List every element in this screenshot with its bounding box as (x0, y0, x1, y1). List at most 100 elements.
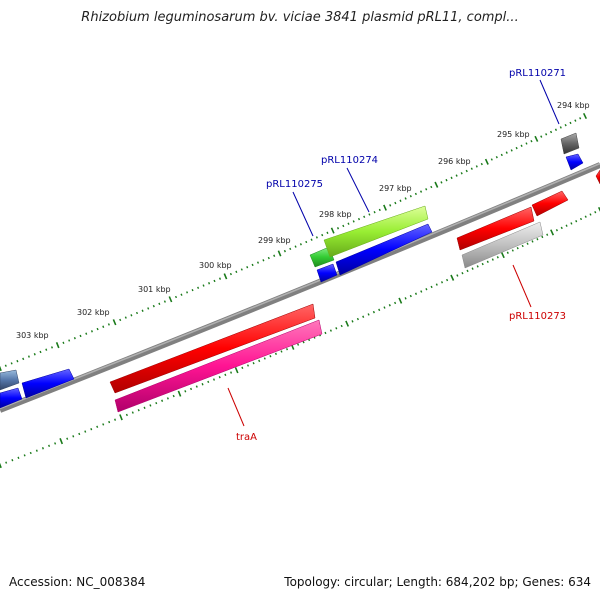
minor-tick (79, 334, 82, 338)
gene-feature[interactable] (21, 368, 75, 399)
tick-label: 297 kbp (379, 184, 412, 193)
map-title: Rhizobium leguminosarum bv. viciae 3841 … (81, 10, 519, 25)
minor-tick (414, 292, 418, 295)
minor-tick (351, 320, 354, 323)
minor-tick (124, 316, 127, 319)
minor-tick (207, 380, 210, 384)
minor-tick (335, 327, 338, 330)
tick-label: 295 kbp (497, 130, 530, 139)
minor-tick (102, 325, 105, 328)
minor-tick (305, 240, 308, 244)
major-tick (223, 273, 228, 280)
minor-tick (531, 240, 534, 243)
minor-tick (419, 190, 423, 193)
minor-tick (363, 215, 366, 218)
gene-feature[interactable] (316, 263, 338, 283)
minor-tick (72, 435, 75, 438)
gene-label-pRL110275[interactable]: pRL110275 (266, 179, 323, 190)
minor-tick (440, 181, 443, 184)
gene-pRL110273-feature[interactable] (461, 221, 544, 269)
minor-tick (564, 123, 567, 127)
minor-tick (470, 167, 473, 170)
minor-tick (137, 409, 140, 412)
minor-tick (496, 256, 499, 259)
gene-pRL110271-feature[interactable] (560, 132, 580, 155)
minor-tick (152, 304, 155, 308)
minor-tick (23, 454, 26, 457)
leader-line (346, 167, 370, 213)
minor-tick (505, 151, 508, 154)
gene-feature[interactable] (565, 153, 584, 171)
minor-tick (530, 139, 533, 143)
minor-tick (356, 317, 359, 321)
major-tick (345, 320, 350, 327)
minor-tick (262, 259, 265, 262)
minor-tick (565, 224, 568, 227)
gene-feature[interactable] (456, 206, 535, 251)
minor-tick (515, 146, 518, 150)
leader-line (539, 79, 560, 125)
minor-tick (246, 364, 250, 367)
gene-feature[interactable] (595, 169, 600, 185)
minor-tick (289, 247, 292, 251)
minor-tick (29, 451, 32, 455)
minor-tick (546, 233, 549, 236)
minor-tick (163, 300, 166, 303)
minor-tick (256, 261, 260, 264)
minor-tick (195, 385, 198, 388)
minor-tick (480, 162, 483, 166)
minor-tick (161, 399, 164, 402)
minor-tick (342, 224, 345, 228)
major-tick (500, 251, 505, 259)
minor-tick (35, 449, 38, 452)
gene-feature[interactable] (531, 190, 569, 217)
minor-tick (414, 192, 417, 196)
minor-tick (285, 348, 289, 351)
gene-label-pRL110271[interactable]: pRL110271 (509, 68, 566, 79)
minor-tick (130, 314, 133, 317)
minor-tick (383, 306, 386, 309)
tick-label: 302 kbp (77, 308, 110, 317)
minor-tick (252, 362, 255, 365)
minor-tick (584, 215, 587, 218)
major-tick (450, 274, 455, 281)
plasmid-backbone-highlight (0, 162, 600, 410)
gene-feature[interactable] (0, 387, 23, 409)
gene-label-traA[interactable]: traA (236, 432, 257, 443)
minor-tick (594, 210, 597, 214)
gene-pRL110274-feature[interactable] (323, 205, 429, 258)
plasmid-backbone (0, 162, 600, 413)
minor-tick (500, 153, 503, 157)
gene-feature[interactable] (109, 303, 316, 394)
inner-tick-track (0, 206, 600, 469)
minor-tick (302, 341, 305, 344)
gene-label-pRL110273[interactable]: pRL110273 (509, 311, 566, 322)
minor-tick (85, 332, 88, 335)
minor-tick (22, 357, 25, 361)
minor-tick (461, 271, 464, 275)
minor-tick (570, 222, 573, 225)
minor-tick (340, 324, 343, 328)
minor-tick (409, 195, 412, 198)
major-tick (383, 204, 387, 211)
leader-line (292, 191, 314, 237)
minor-tick (315, 236, 318, 239)
minor-tick (471, 267, 474, 270)
major-tick (168, 296, 173, 303)
minor-tick (66, 437, 69, 440)
major-tick (0, 462, 2, 469)
minor-tick (191, 288, 194, 292)
gene-feature[interactable] (0, 369, 20, 391)
minor-tick (589, 213, 592, 216)
minor-tick (208, 282, 211, 285)
minor-tick (90, 330, 93, 333)
minor-tick (186, 291, 189, 294)
minor-tick (475, 165, 478, 168)
gene-traA-feature[interactable] (114, 319, 323, 413)
minor-tick (536, 238, 539, 241)
minor-tick (440, 281, 444, 284)
gene-feature[interactable] (335, 223, 433, 276)
minor-tick (352, 220, 355, 223)
gene-label-pRL110274[interactable]: pRL110274 (321, 155, 378, 166)
